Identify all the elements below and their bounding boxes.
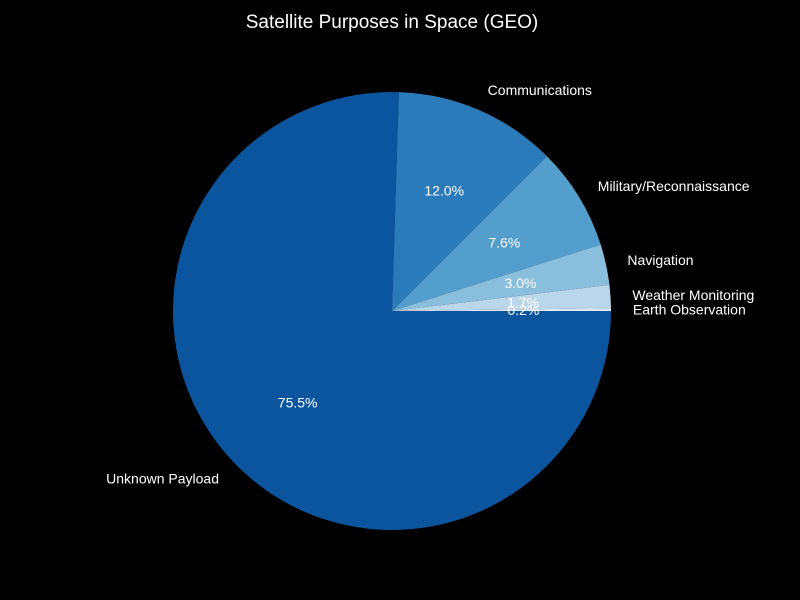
pie-percent-label-navigation: 3.0% — [504, 275, 536, 291]
pie-slice-navigation — [392, 244, 610, 311]
pie-category-label-navigation: Navigation — [627, 252, 693, 268]
pie-slice-earth-observation — [392, 308, 611, 311]
pie-category-label-weather-monitoring: Weather Monitoring — [632, 287, 754, 303]
pie-slice-weather-monitoring — [392, 284, 611, 311]
pie-slices — [173, 92, 611, 530]
chart-title: Satellite Purposes in Space (GEO) — [246, 12, 539, 33]
pie-percent-label-unknown-payload: 75.5% — [278, 394, 318, 410]
pie-percent-labels: 75.5% 12.0% 7.6% 3.0% 1.7%0.2% — [278, 182, 540, 410]
pie-category-labels: Unknown Payload Communications Military/Re… — [106, 82, 754, 487]
pie-category-label-military-reconnaissance: Military/Reconnaissance — [598, 178, 750, 194]
pie-slice-communications — [392, 92, 547, 311]
pie-category-label-communications: Communications — [488, 82, 592, 98]
pie-percent-label-weather-monitoring: 1.7% — [507, 294, 539, 310]
pie-percent-label-communications: 12.0% — [424, 182, 464, 198]
pie-percent-label-military-reconnaissance: 7.6% — [488, 235, 520, 251]
pie-category-label-unknown-payload: Unknown Payload — [106, 471, 219, 487]
pie-category-label-earth-observation: Earth Observation — [633, 301, 746, 317]
pie-slice-military-reconnaissance — [392, 156, 601, 311]
pie-percent-label-earth-observation: 0.2% — [507, 302, 539, 318]
